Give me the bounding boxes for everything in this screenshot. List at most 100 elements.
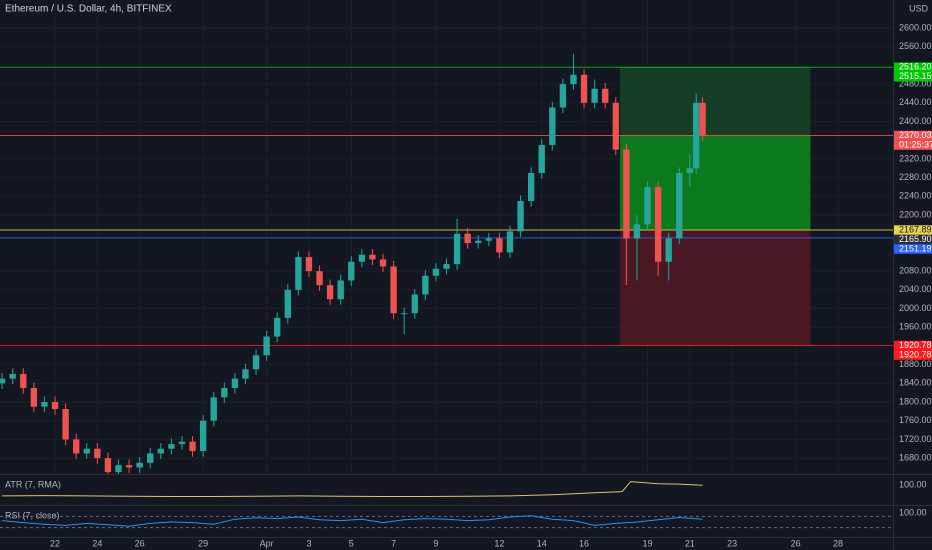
x-tick-label: 5 <box>349 538 354 548</box>
candle-body <box>580 74 588 103</box>
x-tick-label: 12 <box>494 538 504 548</box>
candle-body <box>538 144 545 173</box>
x-tick-label: 7 <box>391 538 396 548</box>
stop-zone <box>620 230 811 346</box>
atr-tick-label: 100.00 <box>899 480 927 490</box>
candle-body <box>115 465 122 473</box>
x-tick-label: 24 <box>92 538 102 548</box>
candle-body <box>401 313 408 315</box>
y-tick-label: 1840.00 <box>899 378 932 388</box>
target-zone-remaining <box>620 67 811 136</box>
candle-body <box>665 238 672 262</box>
x-tick-label: Apr <box>260 538 274 548</box>
y-tick-label: 1800.00 <box>899 396 932 406</box>
candle-body <box>252 355 260 370</box>
candle-body <box>337 280 344 300</box>
candle-body <box>379 259 387 267</box>
candle-body <box>527 172 535 202</box>
level-label: 2165.90 <box>899 234 932 244</box>
candle-body <box>30 387 38 407</box>
candle-body <box>506 231 514 253</box>
candle-body <box>686 168 694 173</box>
candle-body <box>390 266 397 314</box>
target-zone-reached <box>620 135 811 231</box>
candle-body <box>623 149 630 239</box>
candle-body <box>570 74 577 85</box>
y-tick-label: 2480.00 <box>899 79 932 89</box>
candle-body <box>496 238 503 253</box>
candle-body <box>104 458 112 473</box>
candle-body <box>41 402 48 407</box>
candle-body <box>83 448 90 454</box>
x-tick-label: 26 <box>135 538 145 548</box>
level-label-bg <box>894 234 932 245</box>
atr-line <box>2 481 703 497</box>
candle-body <box>443 264 450 269</box>
x-tick-label: 3 <box>306 538 311 548</box>
candle-body <box>612 102 619 150</box>
level-label: 2515.15 <box>899 71 932 81</box>
y-tick-label: 2280.00 <box>899 172 932 182</box>
main-pane <box>0 53 893 474</box>
candle-body <box>168 444 175 449</box>
candle-body <box>326 285 334 300</box>
y-tick-label: 1720.00 <box>899 434 932 444</box>
level-label: 2151.19 <box>899 243 932 253</box>
y-tick-label: 1880.00 <box>899 359 932 369</box>
x-tick-label: 14 <box>537 538 547 548</box>
candle-body <box>475 240 482 244</box>
candle-body <box>591 88 598 103</box>
candle-body <box>693 102 700 169</box>
candle-body <box>422 275 429 295</box>
candle-body <box>189 441 196 452</box>
candle-body <box>305 257 313 272</box>
candle-body <box>62 409 69 440</box>
rsi-label: RSI (7, close) <box>5 510 60 520</box>
level-label: 2167.89 <box>899 224 932 234</box>
candle-body <box>633 224 641 239</box>
candle-body <box>369 254 376 260</box>
candle-body <box>263 336 270 356</box>
chart-title: Ethereum / U.S. Dollar, 4h, BITFINEX <box>5 4 172 15</box>
candle-body <box>199 420 207 452</box>
candle-body <box>284 289 291 318</box>
x-tick-label: 21 <box>685 538 695 548</box>
x-tick-label: 23 <box>727 538 737 548</box>
candle-body <box>295 257 302 290</box>
candle-body <box>602 88 609 103</box>
atr-label: ATR (7, RMA) <box>5 479 61 489</box>
candle-body <box>644 186 651 225</box>
level-label-bg <box>894 350 932 360</box>
y-tick-label: 2600.00 <box>899 22 932 32</box>
candle-body <box>125 465 133 468</box>
y-tick-label: 2040.00 <box>899 284 932 294</box>
level-label-bg <box>894 140 932 150</box>
x-tick-label: 29 <box>198 538 208 548</box>
candle-body <box>549 107 556 145</box>
y-tick-label: 1680.00 <box>899 452 932 462</box>
y-tick-label: 2000.00 <box>899 303 932 313</box>
candle-body <box>432 268 440 276</box>
candle-body <box>358 254 366 262</box>
candle-body <box>676 172 683 239</box>
level-label-bg <box>894 340 932 351</box>
x-tick-label: 9 <box>433 538 438 548</box>
candle-body <box>316 271 323 286</box>
candle-body <box>73 439 80 454</box>
x-tick-label: 19 <box>643 538 653 548</box>
level-label-bg <box>894 130 932 141</box>
currency: USD <box>909 3 929 13</box>
candle-body <box>348 261 355 281</box>
level-label-bg <box>894 225 932 235</box>
candle-body <box>559 84 567 108</box>
y-tick-label: 2200.00 <box>899 209 932 219</box>
candle-body <box>231 378 239 388</box>
candle-body <box>242 369 249 379</box>
y-tick-label: 2240.00 <box>899 191 932 201</box>
level-label: 1920.78 <box>899 340 932 350</box>
candle-body <box>147 453 154 463</box>
y-tick-label: 2560.00 <box>899 41 932 51</box>
candle-body <box>221 387 228 398</box>
rsi-line <box>2 515 703 527</box>
